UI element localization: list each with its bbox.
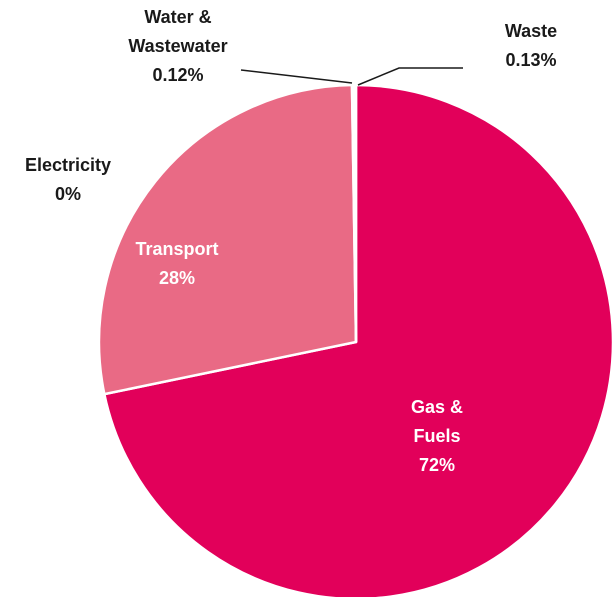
pie-slices — [97, 83, 613, 597]
leader-line-water-and-wastewater — [240, 69, 353, 84]
data-label-electricity: Electricity 0% — [25, 155, 111, 204]
leader-line-waste — [357, 67, 463, 86]
data-label-transport: Transport 28% — [135, 239, 218, 288]
data-label-waste: Waste 0.13% — [505, 21, 557, 70]
slice-labels: Gas & Fuels 72% Electricity 0% Transport 28% Wa… — [25, 7, 557, 475]
data-label-water-and-wastewater: Water & Wastewater 0.12% — [128, 7, 227, 85]
leader-lines — [240, 67, 463, 86]
pie-slice-transport — [97, 83, 358, 396]
pie-slice-gas-and-fuels — [103, 83, 613, 597]
pie-slice-waste — [352, 83, 358, 344]
data-label-gas-and-fuels: Gas & Fuels 72% — [411, 397, 463, 475]
